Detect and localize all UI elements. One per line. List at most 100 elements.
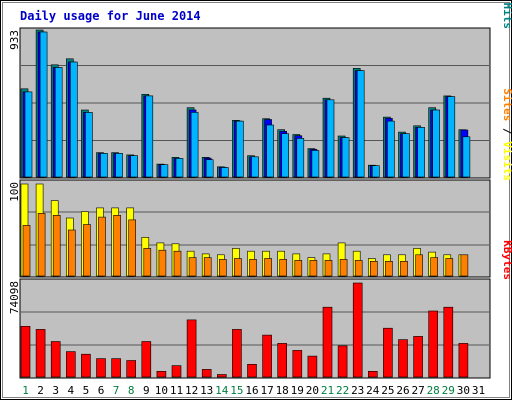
bar-hits-files-pages-pages-day-18: [281, 133, 290, 178]
x-tick-label-day-13: 13: [200, 384, 213, 397]
x-tick-label-day-17: 17: [260, 384, 273, 397]
bar-hits-files-pages-pages-day-14: [221, 167, 229, 178]
bar-kbytes-kbytes-day-6: [96, 358, 106, 378]
visits-panel-legend: Sites / Visits: [501, 88, 512, 181]
bar-visits-sites-sites-day-21: [324, 260, 333, 277]
bar-kbytes-kbytes-day-15: [232, 329, 242, 378]
bar-hits-files-pages-pages-day-19: [296, 138, 305, 178]
x-tick-label-day-20: 20: [306, 384, 319, 397]
bar-kbytes-kbytes-day-22: [337, 345, 348, 378]
bar-hits-files-pages-pages-day-28: [432, 109, 441, 178]
hits-gridlines: [21, 65, 489, 141]
x-axis-labels: 1 2 3 4 5 6 7 8 9 10 11 12 13 14 15 16 17 18 19 20 21 22 23 24 2…: [22, 384, 485, 397]
bar-kbytes-kbytes-day-1: [20, 325, 31, 378]
x-tick-label-day-2: 2: [37, 384, 44, 397]
x-tick-label-day-3: 3: [52, 384, 59, 397]
bar-visits-sites-sites-day-18: [279, 259, 288, 277]
kbytes-max-label: 74098: [8, 281, 21, 314]
bar-kbytes-kbytes-day-23: [352, 282, 363, 378]
x-tick-label-day-5: 5: [83, 384, 90, 397]
legend-entry-1-0: Sites: [501, 88, 512, 121]
x-tick-label-day-28: 28: [427, 384, 440, 397]
bars-layer: [20, 29, 471, 378]
bar-hits-files-pages-pages-day-22: [341, 137, 350, 178]
bar-visits-sites-sites-day-15: [234, 258, 242, 277]
bar-kbytes-kbytes-day-13: [201, 369, 212, 378]
bar-visits-sites-sites-day-16: [249, 259, 257, 277]
bar-kbytes-kbytes-day-17: [262, 334, 272, 378]
bar-visits-sites-sites-day-6: [98, 216, 106, 277]
x-tick-label-day-11: 11: [170, 384, 183, 397]
bar-visits-sites-sites-day-28: [430, 257, 439, 277]
bar-hits-files-pages-pages-day-8: [130, 155, 138, 178]
x-tick-label-day-9: 9: [143, 384, 150, 397]
bar-visits-sites-sites-day-17: [264, 258, 272, 277]
bar-visits-sites-sites-day-25: [385, 260, 393, 277]
bar-hits-files-pages-pages-day-13: [205, 159, 214, 178]
x-tick-label-day-27: 27: [411, 384, 424, 397]
x-tick-label-day-18: 18: [276, 384, 289, 397]
bar-visits-sites-sites-day-12: [188, 257, 197, 277]
x-tick-label-day-30: 30: [457, 384, 470, 397]
bar-kbytes-kbytes-day-29: [443, 306, 454, 378]
legend-entry-2-0: KBytes: [501, 240, 512, 280]
x-tick-label-day-7: 7: [113, 384, 120, 397]
bar-kbytes-kbytes-day-5: [81, 353, 91, 378]
bar-hits-files-pages-pages-day-1: [24, 91, 33, 178]
bar-visits-sites-sites-day-10: [158, 249, 167, 277]
x-tick-label-day-6: 6: [98, 384, 105, 397]
bar-kbytes-kbytes-day-4: [66, 351, 76, 378]
x-tick-label-day-14: 14: [215, 384, 229, 397]
bar-kbytes-kbytes-day-21: [322, 306, 333, 378]
bar-kbytes-kbytes-day-25: [383, 327, 393, 378]
bar-kbytes-kbytes-day-16: [247, 363, 257, 378]
bar-hits-files-pages-pages-day-12: [190, 112, 199, 178]
bar-hits-files-pages-pages-day-10: [160, 164, 169, 178]
bar-kbytes-kbytes-day-27: [413, 336, 423, 378]
bar-hits-files-pages-pages-day-15: [236, 120, 244, 178]
bar-visits-sites-sites-day-3: [52, 215, 61, 277]
x-tick-label-day-23: 23: [351, 384, 364, 397]
bar-hits-files-pages-pages-day-5: [85, 112, 93, 178]
bar-hits-files-pages-pages-day-27: [417, 127, 425, 178]
x-tick-label-day-16: 16: [245, 384, 258, 397]
bar-kbytes-kbytes-day-9: [141, 341, 152, 378]
bar-kbytes-kbytes-day-18: [277, 343, 288, 378]
x-tick-label-day-1: 1: [22, 384, 29, 397]
bar-kbytes-kbytes-day-20: [307, 355, 318, 378]
bar-kbytes-kbytes-day-26: [398, 339, 408, 378]
visits-max-label: 100: [8, 182, 21, 202]
bar-kbytes-kbytes-day-7: [111, 358, 121, 378]
bar-hits-files-pages-pages-day-16: [251, 156, 259, 178]
bar-visits-sites-sites-day-2: [37, 213, 46, 277]
legend-entry-0-3: /: [501, 0, 512, 3]
x-tick-label-day-25: 25: [381, 384, 394, 397]
bar-kbytes-kbytes-day-2: [35, 329, 46, 378]
bar-kbytes-kbytes-day-12: [186, 319, 197, 378]
x-tick-label-day-24: 24: [366, 384, 380, 397]
bar-hits-files-pages-pages-day-24: [371, 165, 380, 178]
x-tick-label-day-12: 12: [185, 384, 198, 397]
bar-visits-sites-sites-day-9: [143, 248, 152, 277]
x-tick-label-day-8: 8: [128, 384, 135, 397]
bar-visits-sites-sites-day-8: [128, 219, 136, 277]
bar-hits-files-pages-pages-day-20: [311, 150, 320, 178]
chart-title: Daily usage for June 2014: [20, 9, 201, 23]
x-tick-label-day-4: 4: [67, 384, 74, 397]
bar-visits-sites-sites-day-27: [415, 254, 423, 277]
bar-visits-sites-sites-day-19: [294, 260, 303, 277]
bar-visits-sites-sites-day-11: [173, 250, 182, 277]
kbytes-panel-legend: KBytes: [501, 240, 512, 280]
legend-entry-1-2: Visits: [501, 141, 512, 181]
legend-entry-1-1: /: [501, 121, 512, 141]
bar-visits-sites-sites-day-4: [68, 229, 76, 277]
bar-kbytes-kbytes-day-30: [458, 343, 469, 378]
bar-kbytes-kbytes-day-28: [428, 310, 439, 378]
bar-visits-sites-sites-day-5: [83, 224, 91, 277]
bar-hits-files-pages-pages-day-25: [387, 120, 395, 178]
bar-visits-sites-sites-day-20: [309, 260, 318, 277]
bar-hits-files-pages-pages-day-26: [402, 133, 410, 178]
bar-kbytes-kbytes-day-24: [367, 370, 378, 378]
